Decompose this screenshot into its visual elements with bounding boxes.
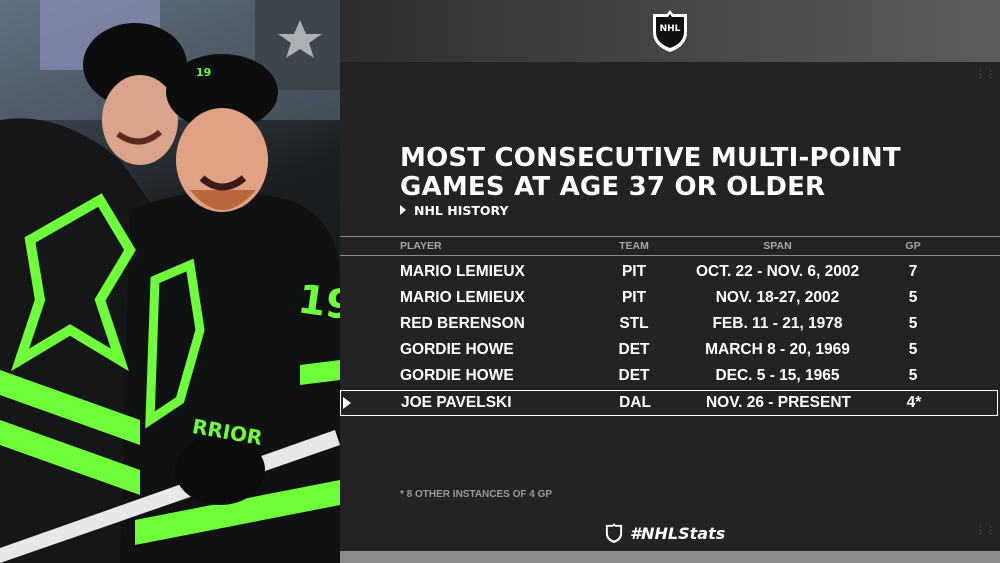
- hashtag-branding: #NHLStats: [604, 520, 725, 546]
- stats-table: PLAYER TEAM SPAN GP MARIO LEMIEUX PIT OC…: [340, 236, 1000, 416]
- highlight-arrow-icon: [343, 397, 351, 409]
- stats-card: [340, 62, 1000, 551]
- corner-dots-icon: ⋮⋮: [976, 526, 996, 536]
- nhl-logo-icon: NHL: [649, 8, 691, 54]
- footnote: * 8 OTHER INSTANCES OF 4 GP: [400, 489, 553, 500]
- nhl-logo-text: NHL: [659, 24, 681, 34]
- cell-span: MARCH 8 - 20, 1969: [705, 341, 850, 358]
- table-row: MARIO LEMIEUX PIT OCT. 22 - NOV. 6, 2002…: [340, 259, 1000, 285]
- cell-span: FEB. 11 - 21, 1978: [712, 315, 843, 332]
- cell-gp: 5: [908, 315, 918, 332]
- jersey-number: 19: [295, 276, 340, 330]
- header-team: TEAM: [619, 240, 649, 252]
- cell-player: GORDIE HOWE: [400, 367, 514, 384]
- cell-span: NOV. 26 - PRESENT: [705, 394, 851, 411]
- player-photo: 19 19 RRIOR: [0, 0, 340, 563]
- cell-gp: 7: [908, 263, 918, 280]
- header-player: PLAYER: [400, 240, 442, 252]
- cell-player: RED BERENSON: [400, 315, 525, 332]
- title-line-1: MOST CONSECUTIVE MULTI-POINT: [400, 143, 901, 173]
- cell-span: NOV. 18-27, 2002: [715, 289, 840, 306]
- cell-gp: 5: [908, 367, 918, 384]
- table-row: GORDIE HOWE DET MARCH 8 - 20, 1969 5: [340, 337, 1000, 363]
- graphic-title: MOST CONSECUTIVE MULTI-POINT GAMES AT AG…: [400, 144, 901, 202]
- corner-dots-icon: ⋮⋮: [976, 70, 996, 80]
- cell-span: DEC. 5 - 15, 1965: [715, 367, 840, 384]
- cell-team: DAL: [619, 394, 651, 411]
- subtitle-text: NHL HISTORY: [414, 203, 509, 218]
- table-row: RED BERENSON STL FEB. 11 - 21, 1978 5: [340, 311, 1000, 337]
- green-star-logo-icon: [10, 193, 136, 372]
- header-gp: GP: [905, 240, 921, 252]
- nhl-shield-icon: [605, 523, 623, 543]
- table-row-highlighted: JOE PAVELSKI DAL NOV. 26 - PRESENT 4*: [340, 390, 998, 416]
- cell-team: PIT: [621, 289, 647, 306]
- star-logo-icon: [278, 20, 322, 58]
- cell-gp: 4*: [906, 394, 922, 411]
- table-row: GORDIE HOWE DET DEC. 5 - 15, 1965 5: [340, 363, 1000, 389]
- table-header: PLAYER TEAM SPAN GP: [340, 236, 1000, 256]
- table-row: MARIO LEMIEUX PIT NOV. 18-27, 2002 5: [340, 285, 1000, 311]
- cell-player: GORDIE HOWE: [400, 341, 514, 358]
- subtitle: NHL HISTORY: [400, 203, 509, 218]
- cell-gp: 5: [908, 289, 918, 306]
- cell-span: OCT. 22 - NOV. 6, 2002: [695, 263, 860, 280]
- cell-team: STL: [619, 315, 649, 332]
- helmet-number: 19: [196, 66, 212, 79]
- cell-player: JOE PAVELSKI: [401, 394, 512, 411]
- play-triangle-icon: [400, 205, 406, 215]
- header-span: SPAN: [763, 240, 792, 252]
- hashtag-text: #NHLStats: [630, 523, 726, 543]
- cell-player: MARIO LEMIEUX: [400, 263, 525, 280]
- cell-team: PIT: [621, 263, 647, 280]
- title-line-2: GAMES AT AGE 37 OR OLDER: [400, 172, 826, 202]
- cell-team: DET: [618, 367, 650, 384]
- cell-team: DET: [618, 341, 650, 358]
- hockey-players-illustration: [0, 0, 340, 563]
- cell-player: MARIO LEMIEUX: [400, 289, 525, 306]
- cell-gp: 5: [908, 341, 918, 358]
- bottom-strip: [340, 551, 1000, 563]
